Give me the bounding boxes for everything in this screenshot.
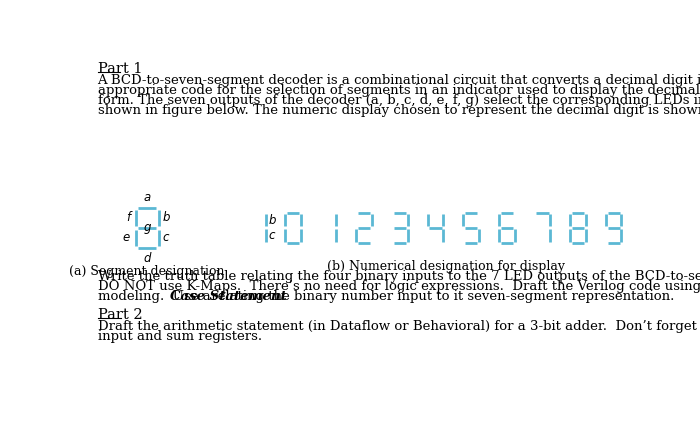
Text: (a) Segment designation: (a) Segment designation — [69, 265, 225, 278]
Text: DO NOT use K-Maps.  There’s no need for logic expressions.  Draft the Verilog co: DO NOT use K-Maps. There’s no need for l… — [97, 280, 700, 293]
Text: d: d — [144, 252, 151, 265]
Text: Draft the arithmetic statement (in Dataflow or Behavioral) for a 3-bit adder.  D: Draft the arithmetic statement (in Dataf… — [97, 320, 700, 333]
Text: shown in figure below. The numeric display chosen to represent the decimal digit: shown in figure below. The numeric displ… — [97, 105, 700, 117]
Text: modeling.  Use a: modeling. Use a — [97, 290, 215, 303]
Text: e: e — [123, 231, 130, 245]
Text: f: f — [126, 211, 130, 225]
Text: a: a — [144, 191, 150, 204]
Text: c: c — [269, 229, 275, 242]
Text: g: g — [144, 222, 151, 234]
Text: c: c — [162, 231, 169, 245]
Text: Part 2: Part 2 — [97, 308, 142, 322]
Text: input and sum registers.: input and sum registers. — [97, 330, 262, 343]
Text: form. The seven outputs of the decoder (a, b, c, d, e, f, g) select the correspo: form. The seven outputs of the decoder (… — [97, 94, 700, 107]
Text: Part 1: Part 1 — [97, 62, 142, 76]
Text: (b) Numerical designation for display: (b) Numerical designation for display — [326, 260, 564, 273]
Text: Write the truth table relating the four binary inputs to the 7 LED outputs of th: Write the truth table relating the four … — [97, 269, 700, 283]
Text: A BCD-to-seven-segment decoder is a combinational circuit that converts a decima: A BCD-to-seven-segment decoder is a comb… — [97, 74, 700, 87]
Text: relating the binary number input to it seven-segment representation.: relating the binary number input to it s… — [207, 290, 675, 303]
Text: b: b — [162, 211, 170, 225]
Text: appropriate code for the selection of segments in an indicator used to display t: appropriate code for the selection of se… — [97, 84, 700, 97]
Text: Case Statement: Case Statement — [170, 290, 287, 303]
Text: b: b — [269, 214, 276, 227]
